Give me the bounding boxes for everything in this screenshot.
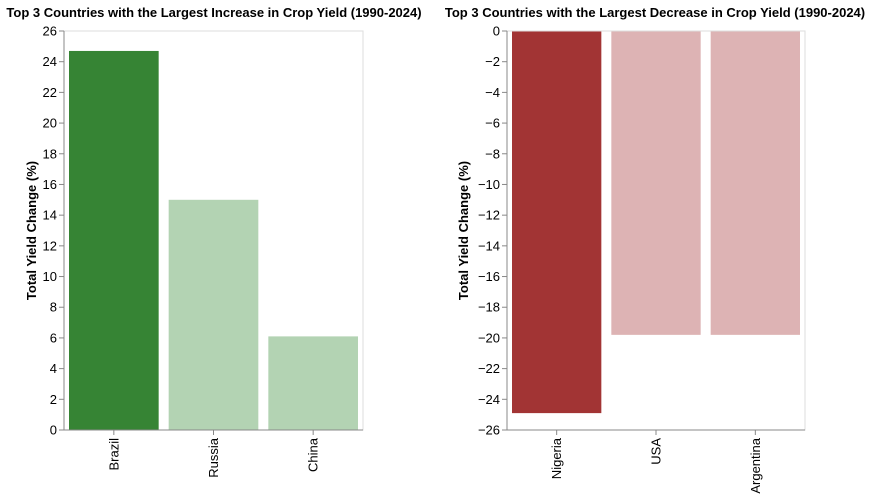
y-tick-label: 0	[493, 24, 500, 39]
y-tick-label: −18	[478, 300, 500, 315]
chart-title: Top 3 Countries with the Largest Increas…	[6, 5, 421, 20]
y-tick-label: 24	[43, 54, 57, 69]
y-tick-label: −8	[485, 146, 500, 161]
chart-title: Top 3 Countries with the Largest Decreas…	[445, 5, 865, 20]
y-tick-label: 0	[50, 423, 57, 438]
y-tick-label: 16	[43, 177, 57, 192]
y-axis-title: Total Yield Change (%)	[24, 161, 39, 300]
chart-panel-1: Top 3 Countries with the Largest Increas…	[6, 5, 421, 478]
y-tick-label: −26	[478, 423, 500, 438]
y-tick-label: 8	[50, 300, 57, 315]
bar-argentina	[710, 31, 800, 335]
y-tick-label: 22	[43, 85, 57, 100]
y-tick-label: 20	[43, 116, 57, 131]
chart-panel-2: Top 3 Countries with the Largest Decreas…	[445, 5, 865, 494]
bar-china	[268, 336, 358, 430]
y-tick-label: −12	[478, 208, 500, 223]
bar-brazil	[69, 50, 159, 430]
y-tick-label: 4	[50, 361, 57, 376]
y-tick-label: −14	[478, 238, 500, 253]
y-tick-label: 18	[43, 146, 57, 161]
y-tick-label: 10	[43, 269, 57, 284]
bar-nigeria	[512, 31, 602, 414]
y-tick-label: 12	[43, 238, 57, 253]
x-tick-label-russia: Russia	[206, 437, 221, 478]
y-tick-label: −4	[485, 85, 500, 100]
y-axis-title: Total Yield Change (%)	[456, 161, 471, 300]
y-tick-label: −2	[485, 54, 500, 69]
bar-usa	[611, 31, 701, 335]
x-tick-label-china: China	[306, 437, 321, 472]
y-tick-label: 26	[43, 24, 57, 39]
y-tick-label: 14	[43, 208, 57, 223]
y-tick-label: 6	[50, 330, 57, 345]
y-tick-label: −24	[478, 392, 500, 407]
y-tick-label: −22	[478, 361, 500, 376]
y-tick-label: −16	[478, 269, 500, 284]
y-tick-label: −10	[478, 177, 500, 192]
x-tick-label-argentina: Argentina	[748, 437, 763, 493]
x-tick-label-nigeria: Nigeria	[549, 437, 564, 479]
y-tick-label: −6	[485, 116, 500, 131]
x-tick-label-usa: USA	[649, 438, 664, 465]
y-tick-label: 2	[50, 392, 57, 407]
y-tick-label: −20	[478, 330, 500, 345]
bar-russia	[168, 199, 259, 430]
x-tick-label-brazil: Brazil	[106, 438, 121, 471]
